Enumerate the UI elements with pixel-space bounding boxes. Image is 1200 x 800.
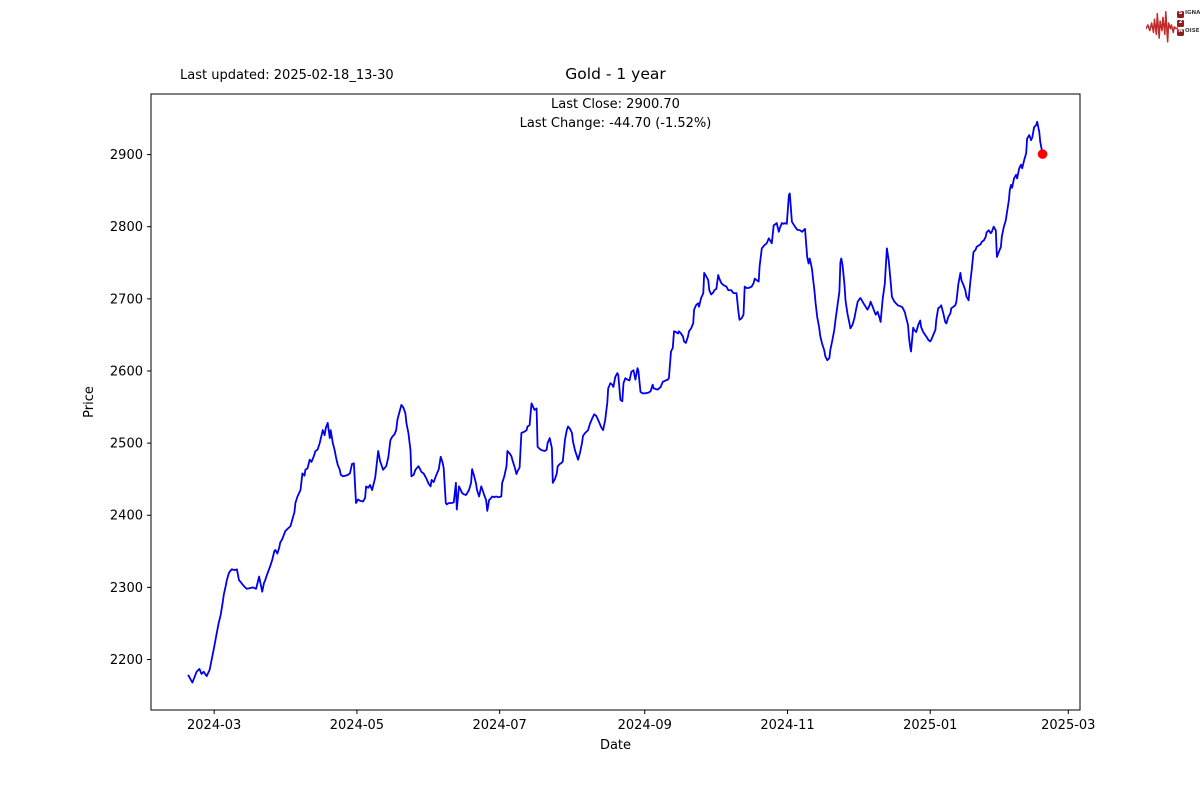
- plot-border: [150, 93, 1081, 711]
- logo-badge-s: S: [1177, 10, 1184, 18]
- y-tick-label: 2600: [110, 364, 143, 379]
- chart-title: Gold - 1 year: [565, 65, 666, 83]
- logo-badge-n: N: [1177, 28, 1184, 36]
- logo-row-signal: S IGNAL: [1177, 10, 1200, 18]
- logo-row-2: 2: [1177, 19, 1200, 27]
- x-tick-label: 2024-07: [473, 718, 527, 733]
- x-tick-label: 2024-11: [760, 718, 814, 733]
- y-tick-label: 2200: [110, 653, 143, 668]
- y-tick-label: 2900: [110, 148, 143, 163]
- x-tick-label: 2025-01: [903, 718, 957, 733]
- logo-row-noise: N OISE: [1177, 28, 1200, 36]
- signal2noise-logo: S IGNAL 2 N OISE: [1145, 4, 1200, 46]
- last-updated-text: Last updated: 2025-02-18_13-30: [180, 68, 394, 83]
- y-tick-label: 2500: [110, 437, 143, 452]
- x-tick-label: 2025-03: [1041, 718, 1095, 733]
- x-tick-label: 2024-03: [187, 718, 241, 733]
- x-tick-label: 2024-05: [330, 718, 384, 733]
- y-tick-label: 2400: [110, 509, 143, 524]
- gold-price-line: [187, 120, 1044, 684]
- y-tick-label: 2300: [110, 581, 143, 596]
- last-close-annotation: Last Close: 2900.70 Last Change: -44.70 …: [0, 95, 1200, 133]
- x-axis-label: Date: [599, 738, 632, 753]
- last-close-line: Last Close: 2900.70: [551, 97, 680, 112]
- y-tick-label: 2700: [110, 292, 143, 307]
- y-tick-label: 2800: [110, 220, 143, 235]
- x-tick-label: 2024-09: [618, 718, 672, 733]
- last-change-line: Last Change: -44.70 (-1.52%): [519, 116, 712, 131]
- logo-badge-2: 2: [1177, 19, 1184, 27]
- heartbeat-waveform-icon: [1145, 11, 1179, 43]
- last-close-marker: [1037, 149, 1048, 159]
